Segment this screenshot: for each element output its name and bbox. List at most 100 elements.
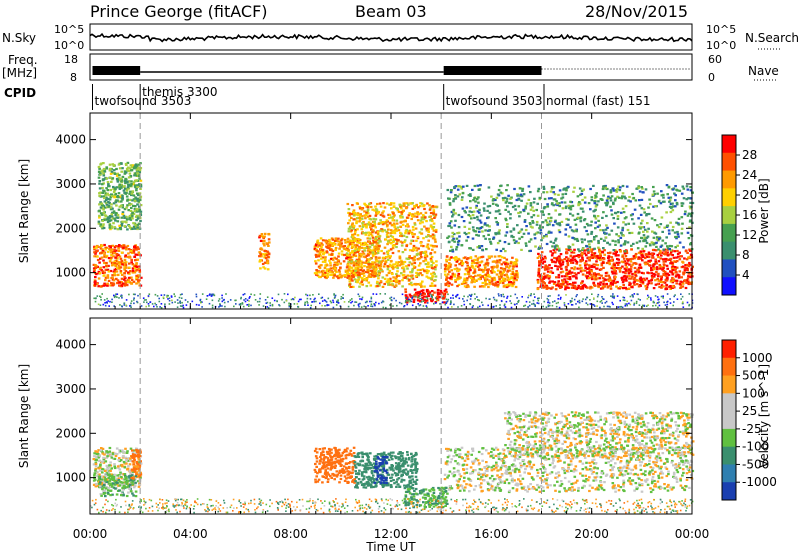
cell-4-297 [383, 206, 387, 209]
cell-8-370 [653, 242, 657, 245]
speckle-449 [225, 293, 227, 295]
cell-1-241 [114, 192, 118, 196]
cell-4-176 [411, 239, 415, 242]
cell-5-14 [430, 300, 434, 303]
cell-6-136 [515, 265, 518, 268]
cell-3-260 [317, 259, 320, 262]
cell-7-85 [634, 274, 638, 277]
cell-4-498 [351, 222, 354, 225]
cell-6-367 [514, 261, 518, 264]
speckle-330 [168, 299, 171, 302]
cell-4-587 [402, 202, 406, 205]
cell-0-172 [113, 263, 116, 266]
cell-3-85 [335, 239, 339, 242]
cell-8-806 [603, 239, 606, 242]
cell-7-416 [538, 274, 542, 278]
cell-8-289 [553, 198, 557, 201]
cell-7-634 [564, 281, 568, 284]
cell-0-128 [93, 284, 97, 287]
cell-7-843 [626, 259, 630, 262]
cell-7-637 [604, 274, 608, 278]
cell-8-764 [576, 195, 580, 198]
cell-7-694 [561, 259, 564, 262]
cell-8-856 [467, 232, 471, 235]
cell-1-72 [116, 220, 120, 223]
cell-8-716 [624, 240, 627, 243]
cell-4-753 [424, 263, 428, 266]
cell-5-63 [437, 291, 440, 295]
cell-0-117 [108, 260, 112, 263]
cell-7-887 [647, 279, 651, 283]
cell-7-871 [553, 256, 556, 260]
cell-8-468 [514, 208, 517, 211]
cell-4-819 [427, 247, 431, 250]
speckle-35 [463, 300, 465, 303]
cell-8-396 [685, 198, 688, 201]
cell-8-453 [687, 197, 690, 200]
cell-6-262 [491, 268, 494, 271]
cell-3-285 [338, 270, 341, 273]
cell-2-18 [266, 268, 270, 271]
noise-strip-frame [89, 23, 693, 51]
cell-4-49 [419, 219, 423, 222]
cell-8-835 [528, 222, 532, 225]
cell-7-329 [545, 287, 549, 290]
cell-7-494 [610, 256, 614, 259]
cell-5-69 [445, 291, 448, 294]
cell-7-684 [639, 266, 643, 269]
cell-4-158 [352, 275, 355, 278]
cell-8-465 [657, 199, 661, 202]
cell-8-759 [451, 239, 454, 242]
cell-4-556 [365, 224, 368, 227]
cell-6-337 [472, 276, 475, 279]
cell-8-218 [538, 196, 542, 199]
cell-1-205 [106, 189, 110, 192]
cell-8-303 [680, 216, 684, 219]
cell-3-179 [320, 242, 323, 245]
cell-8-50 [675, 221, 678, 224]
speckle-263 [154, 293, 157, 296]
speckle-13 [156, 306, 158, 308]
cell-4-190 [432, 271, 435, 274]
cell-8-241 [454, 194, 457, 197]
cell-1-436 [114, 188, 117, 191]
cell-7-383 [623, 267, 627, 270]
speckle-302 [418, 295, 421, 297]
cell-5-9 [421, 296, 424, 300]
cell-7-297 [556, 265, 560, 268]
cell-7-404 [571, 261, 575, 264]
cell-8-77 [529, 225, 533, 228]
cell-8-529 [656, 192, 659, 195]
cell-8-534 [485, 248, 488, 251]
cell-7-482 [662, 267, 665, 270]
cell-0-269 [110, 256, 113, 259]
speckle-178 [382, 300, 385, 303]
cell-4-874 [427, 262, 430, 266]
cell-3-245 [359, 243, 363, 246]
cell-7-466 [624, 269, 628, 272]
speckle-207 [384, 293, 386, 295]
speckle-272 [351, 300, 354, 303]
speckle-317 [370, 305, 372, 307]
cell-3-273 [336, 259, 340, 262]
cell-8-337 [638, 204, 642, 207]
cell-4-593 [366, 212, 370, 215]
speckle-315 [258, 304, 260, 306]
cell-4-640 [433, 216, 436, 219]
cell-4-513 [409, 271, 412, 274]
cell-7-736 [665, 273, 668, 276]
speckle-454 [510, 306, 513, 309]
cell-4-826 [425, 272, 429, 275]
cell-7-574 [538, 264, 541, 267]
speckle-392 [527, 296, 529, 299]
cell-7-622 [536, 256, 540, 259]
cell-7-683 [663, 252, 666, 255]
cell-3-227 [346, 247, 349, 250]
cell-7-180 [675, 260, 679, 263]
cell-7-537 [608, 276, 611, 279]
cell-1-40 [130, 193, 133, 197]
speckle-468 [229, 299, 232, 301]
cell-3-317 [365, 259, 369, 262]
cell-8-875 [578, 201, 581, 204]
cell-3-388 [358, 259, 361, 262]
